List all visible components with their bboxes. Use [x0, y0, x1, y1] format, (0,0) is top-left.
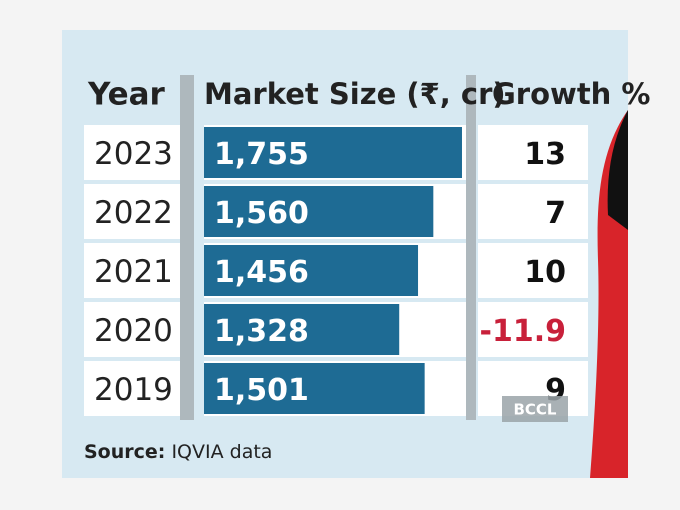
- growth-label: 7: [545, 196, 566, 231]
- bar-label: 1,501: [214, 373, 309, 408]
- cell: [478, 302, 588, 357]
- bar: [204, 245, 419, 296]
- bar-label: 1,456: [214, 255, 309, 290]
- cell: [478, 125, 588, 180]
- source-label: Source:: [84, 441, 165, 463]
- source: Source: IQVIA data: [84, 441, 272, 463]
- watermark-box: [502, 396, 568, 422]
- bar-label: 1,328: [214, 314, 309, 349]
- separator: [466, 75, 476, 420]
- growth-label: 13: [524, 137, 566, 172]
- cell: [84, 361, 180, 416]
- year-label: 2021: [94, 254, 173, 290]
- year-label: 2020: [94, 313, 173, 349]
- growth-label: -11.9: [480, 314, 566, 349]
- watermark: BCCL: [513, 401, 556, 419]
- cell: [84, 302, 180, 357]
- column-header: Growth %: [492, 77, 650, 111]
- bar-label: 1,560: [214, 196, 309, 231]
- cell: [84, 243, 180, 298]
- column-header: Market Size (₹, cr): [204, 77, 506, 111]
- bar: [204, 304, 400, 355]
- year-label: 2022: [94, 195, 173, 231]
- bar-label: 1,755: [214, 137, 309, 172]
- cell: [84, 125, 180, 180]
- growth-label: 10: [524, 255, 566, 290]
- cell: [84, 184, 180, 239]
- year-label: 2019: [94, 372, 173, 408]
- source-text: IQVIA data: [171, 441, 272, 463]
- cell: [478, 243, 588, 298]
- bar: [204, 186, 434, 237]
- cell: [478, 184, 588, 239]
- decoration: [607, 110, 628, 230]
- year-label: 2023: [94, 136, 173, 172]
- column-header: Year: [87, 77, 166, 113]
- bar: [204, 127, 462, 178]
- separator: [180, 75, 194, 420]
- bar: [204, 363, 425, 414]
